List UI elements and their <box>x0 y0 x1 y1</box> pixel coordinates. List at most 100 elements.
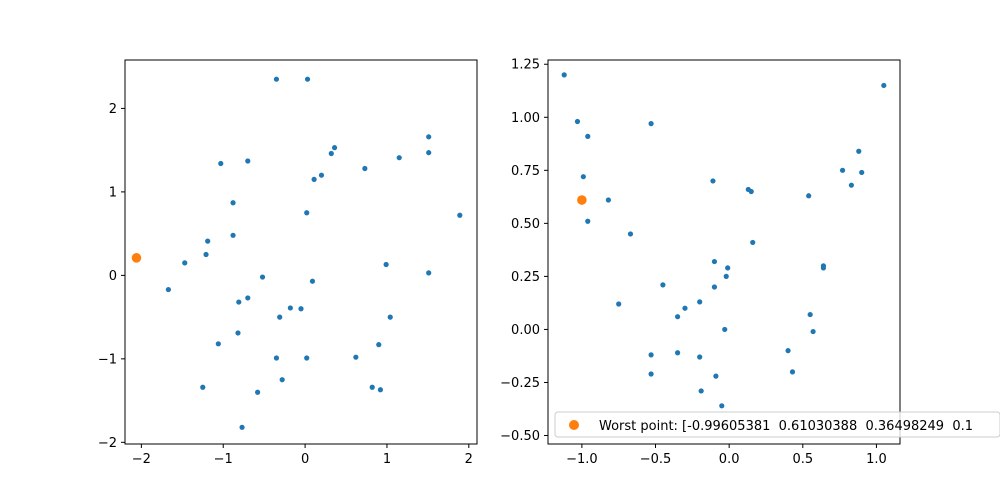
right-data-point <box>785 348 791 354</box>
right-x-tick-label: −1.0 <box>566 452 598 467</box>
left-data-point <box>235 330 241 336</box>
right-data-point <box>682 305 688 311</box>
legend-label: Worst point: [-0.99605381 0.61030388 0.3… <box>599 419 973 434</box>
right-data-point <box>675 350 681 356</box>
right-y-tick-label: −0.50 <box>500 429 540 444</box>
left-data-point <box>277 314 283 320</box>
left-x-tick-label: −1 <box>214 452 233 467</box>
right-data-point <box>616 301 622 307</box>
right-data-point <box>725 265 731 271</box>
left-data-point <box>426 134 432 140</box>
left-data-point <box>203 251 209 258</box>
right-x-tick-label: −0.5 <box>640 452 672 467</box>
left-x-tick-label: 0 <box>301 452 309 467</box>
left-x-tick-label: −2 <box>132 452 151 467</box>
left-data-point <box>230 232 236 238</box>
left-data-point <box>239 424 245 430</box>
right-data-point <box>748 188 754 195</box>
left-data-point <box>215 341 221 347</box>
left-scatter-plot: −2 −1 0 1 2 −2 −1 0 1 2 <box>98 59 478 467</box>
right-data-point <box>660 282 666 288</box>
left-data-point <box>298 306 304 312</box>
left-data-point <box>377 387 384 393</box>
left-plot-frame <box>124 59 478 445</box>
left-data-point <box>287 305 293 311</box>
right-x-tick-label: 1.0 <box>866 452 887 467</box>
left-data-point <box>205 238 211 244</box>
right-data-point <box>627 231 634 237</box>
right-data-point <box>585 218 591 224</box>
left-data-point <box>318 172 325 178</box>
right-data-point <box>881 82 887 89</box>
left-data-point <box>236 299 242 305</box>
left-data-point <box>311 176 317 182</box>
right-x-tick-label: 0.0 <box>719 452 740 467</box>
right-data-point <box>697 299 703 305</box>
left-data-point <box>245 295 251 301</box>
left-y-tick-label: 1 <box>109 185 117 200</box>
left-data-point <box>279 377 285 383</box>
left-data-point <box>383 261 389 268</box>
right-data-point <box>697 354 703 360</box>
left-data-point <box>387 314 393 320</box>
right-data-point <box>585 133 591 139</box>
legend-marker <box>569 420 579 430</box>
left-data-point <box>218 160 224 167</box>
right-data-point <box>807 311 813 318</box>
right-y-tick-label: 0.00 <box>511 323 540 338</box>
left-data-point <box>309 278 316 284</box>
left-x-tick-label: 1 <box>383 452 391 467</box>
right-data-point <box>698 388 704 394</box>
left-data-point <box>304 355 310 361</box>
right-data-point <box>719 403 725 409</box>
legend: Worst point: [-0.99605381 0.61030388 0.3… <box>554 411 1000 438</box>
left-data-point <box>182 260 188 266</box>
right-data-point <box>710 178 716 184</box>
right-data-point <box>820 265 827 271</box>
right-data-point <box>848 182 854 188</box>
left-axis-ticks: −2 −1 0 1 2 −2 −1 0 1 2 <box>98 102 473 467</box>
right-y-tick-label: 1.00 <box>511 111 540 126</box>
right-y-tick-label: 0.75 <box>511 164 540 179</box>
right-plot-frame <box>547 59 901 445</box>
right-data-point <box>789 369 796 375</box>
left-data-point <box>353 354 359 360</box>
right-data-point <box>561 72 567 78</box>
right-scatter-plot: −1.0 −0.5 0.0 0.5 1.0 −0.50 −0.25 0.00 0.25 0.50 0… <box>500 58 1000 467</box>
right-data-point <box>839 167 846 173</box>
left-data-point <box>328 150 334 157</box>
left-data-point <box>304 210 310 216</box>
right-data-point <box>856 148 862 154</box>
left-y-tick-label: 0 <box>109 269 117 284</box>
right-data-point <box>711 258 718 265</box>
right-data-point <box>711 284 718 290</box>
left-data-point <box>396 155 402 161</box>
left-y-tick-label: 2 <box>109 102 117 117</box>
left-data-point <box>376 342 382 348</box>
left-data-point <box>273 76 280 82</box>
left-data-point <box>331 145 338 151</box>
right-data-point <box>648 352 654 358</box>
left-data-point <box>165 286 171 293</box>
right-y-tick-label: 1.25 <box>511 58 540 73</box>
left-data-point <box>273 355 280 361</box>
right-y-tick-label: −0.25 <box>500 376 540 391</box>
right-worst-point <box>577 195 587 205</box>
left-data-point <box>426 150 432 156</box>
right-y-tick-label: 0.25 <box>511 270 540 285</box>
right-data-point <box>580 174 586 180</box>
left-worst-point <box>131 253 142 263</box>
right-data-point <box>648 371 654 377</box>
left-data-point <box>426 270 432 276</box>
right-data-point <box>806 193 812 199</box>
left-x-tick-label: 2 <box>465 452 473 467</box>
left-y-tick-label: −1 <box>98 352 117 367</box>
right-data-point <box>750 239 756 246</box>
right-data-point <box>648 121 654 127</box>
left-data-point <box>362 165 368 172</box>
right-data-point <box>722 326 728 333</box>
right-data-point <box>810 328 816 335</box>
right-y-tick-label: 0.50 <box>511 217 540 232</box>
legend-box <box>554 411 1000 438</box>
